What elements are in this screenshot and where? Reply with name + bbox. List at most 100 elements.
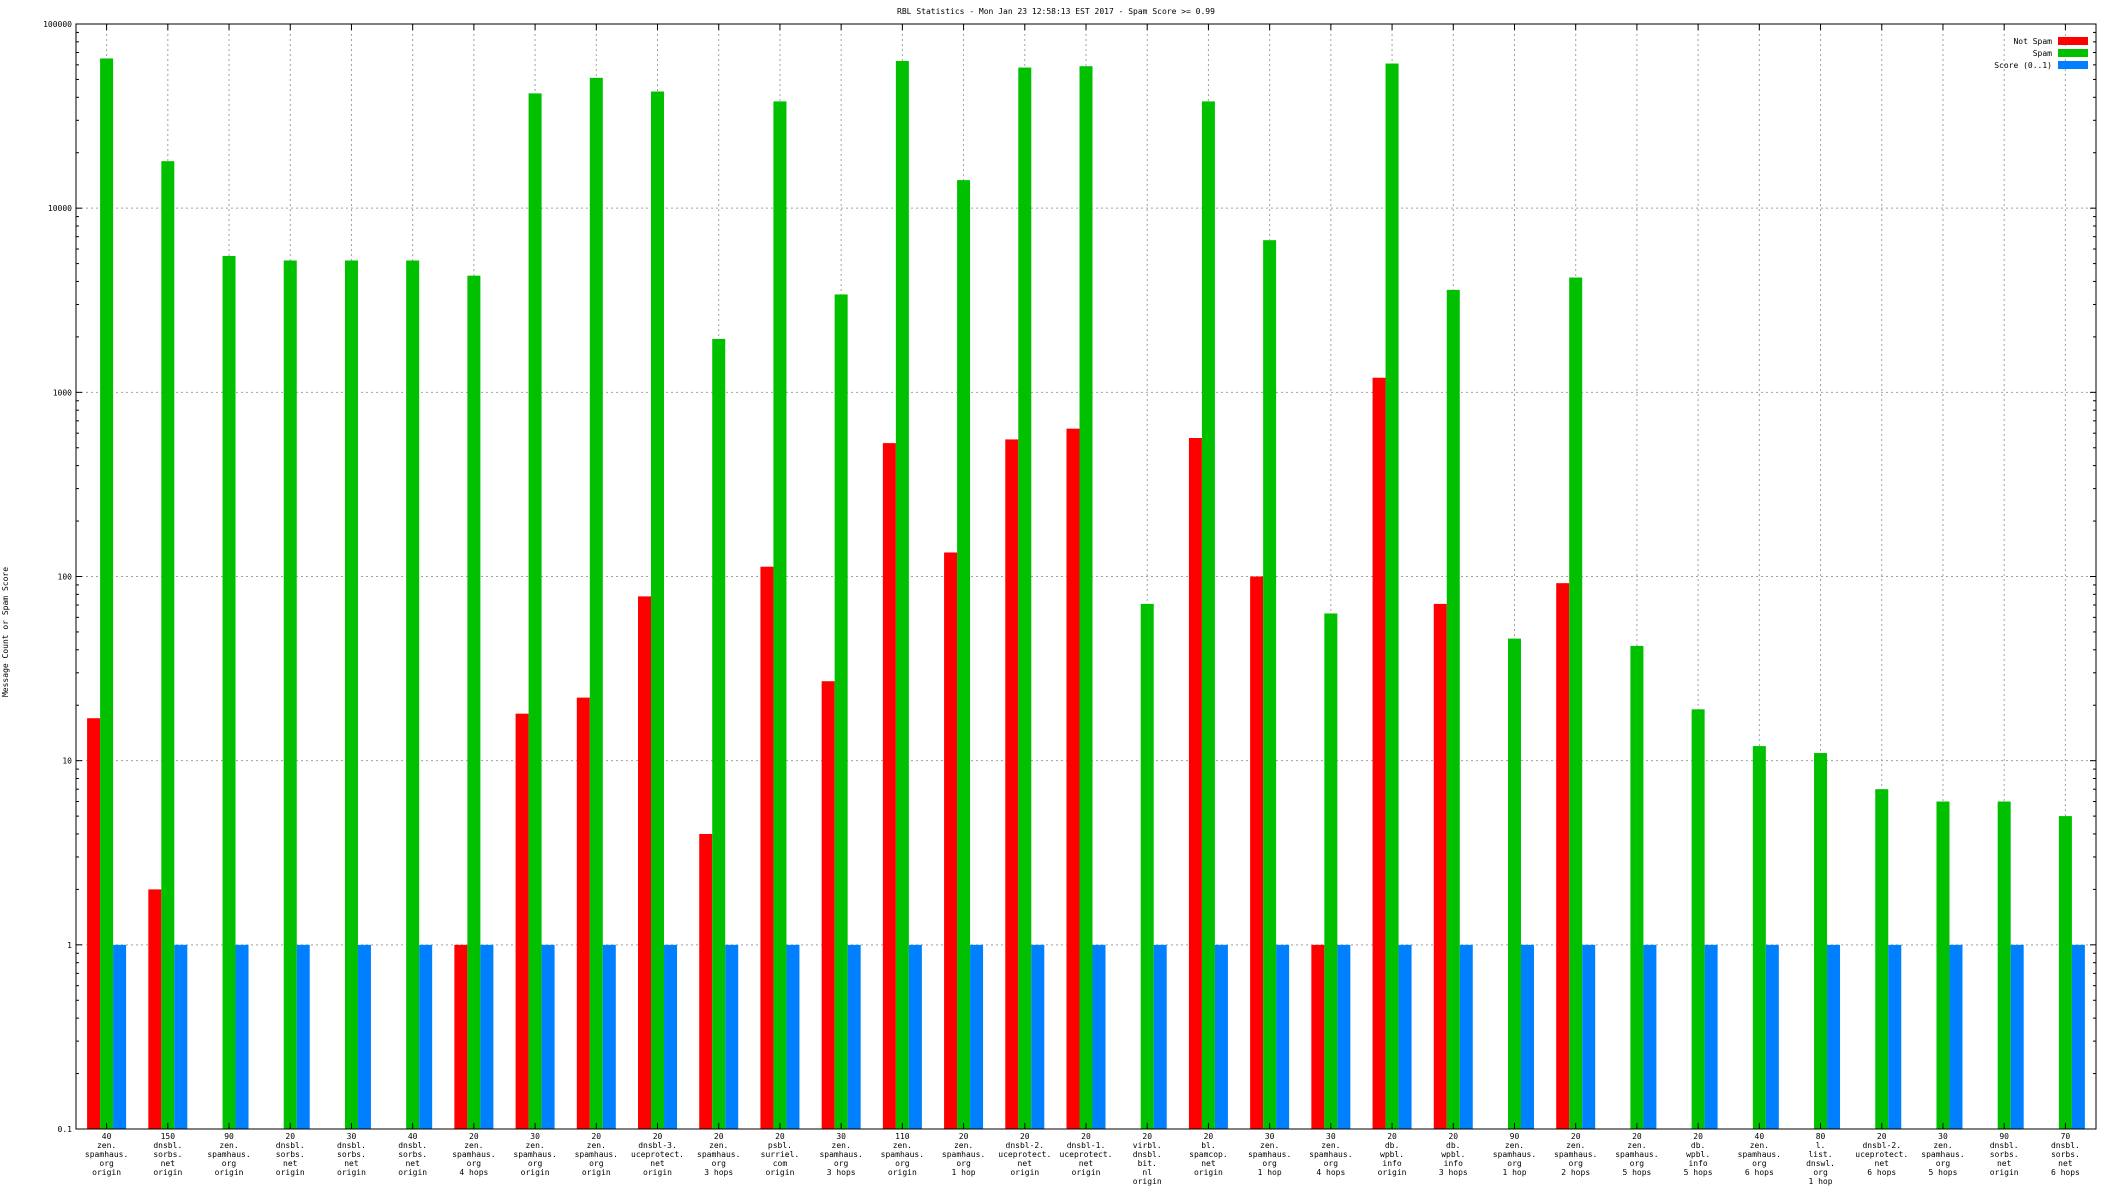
x-category-label: 20 db. wpbl. info 5 hops xyxy=(1684,1132,1713,1177)
x-category-label-line: org xyxy=(467,1159,482,1168)
bar-not-spam xyxy=(515,713,529,1129)
bar-spam xyxy=(528,93,542,1130)
x-category-label-line: 20 xyxy=(1020,1132,1030,1141)
legend-label: Spam xyxy=(2033,49,2052,58)
x-category-label-line: bl. xyxy=(1201,1141,1215,1150)
x-category-label-line: zen. xyxy=(1566,1141,1585,1150)
bar-not-spam xyxy=(1066,428,1080,1129)
x-category-label-line: 20 xyxy=(959,1132,969,1141)
x-category-label: 80 l. list. dnswl. org 1 hop xyxy=(1806,1132,1835,1186)
bar-score-0-1 xyxy=(908,944,922,1129)
bar-not-spam xyxy=(638,596,652,1129)
bar-spam xyxy=(1997,801,2011,1129)
x-category-label-line: org xyxy=(99,1159,114,1168)
x-category-label-line: org xyxy=(1324,1159,1339,1168)
bar-spam xyxy=(834,294,848,1129)
x-category-label: 40 dnsbl. sorbs. net origin xyxy=(398,1132,427,1177)
y-tick-label: 10000 xyxy=(48,204,72,213)
x-category-label-line: spamhaus. xyxy=(1738,1150,1781,1159)
x-category-label-line: org xyxy=(895,1159,910,1168)
bar-score-0-1 xyxy=(419,944,433,1129)
bar-score-0-1 xyxy=(1031,944,1045,1129)
x-category-label-line: dnsbl. xyxy=(276,1141,305,1150)
bar-spam xyxy=(1201,101,1215,1129)
x-category-label-line: org xyxy=(589,1159,604,1168)
x-category-label-line: 30 xyxy=(347,1132,357,1141)
x-category-label-line: net xyxy=(1875,1159,1890,1168)
x-category-label-line: zen. xyxy=(1750,1141,1769,1150)
x-category-label: 20 psbl. surriel. com origin xyxy=(761,1132,800,1177)
x-category-label-line: nl xyxy=(1142,1168,1152,1177)
x-category-label-line: 3 hops xyxy=(1439,1168,1468,1177)
bar-score-0-1 xyxy=(1643,944,1657,1129)
bar-not-spam xyxy=(1433,603,1447,1129)
x-category-label-line: l. xyxy=(1816,1141,1826,1150)
x-category-label-line: 1 hop xyxy=(952,1168,976,1177)
bar-score-0-1 xyxy=(786,944,800,1129)
bar-spam xyxy=(589,77,603,1129)
x-category-label-line: net xyxy=(1018,1159,1033,1168)
x-category-label-line: net xyxy=(650,1159,665,1168)
x-category-label-line: 90 xyxy=(1999,1132,2009,1141)
x-category-label-line: spamhaus. xyxy=(1493,1150,1536,1159)
y-tick-label: 1000 xyxy=(53,388,72,397)
x-category-label-line: 70 xyxy=(2061,1132,2071,1141)
x-category-label-line: spamhaus. xyxy=(819,1150,862,1159)
x-category-label: 20 zen. spamhaus. org 4 hops xyxy=(452,1132,495,1177)
x-category-label: 20 zen. spamhaus. org 5 hops xyxy=(1615,1132,1658,1177)
bar-spam xyxy=(1569,277,1583,1129)
x-category-label-line: net xyxy=(1201,1159,1216,1168)
x-category-label-line: org xyxy=(1752,1159,1767,1168)
x-category-label: 150 dnsbl. sorbs. net origin xyxy=(153,1132,182,1177)
bar-score-0-1 xyxy=(1827,944,1841,1129)
x-category-label-line: 20 xyxy=(775,1132,785,1141)
x-category-label-line: org xyxy=(222,1159,237,1168)
x-category-label-line: zen. xyxy=(893,1141,912,1150)
bar-spam xyxy=(1814,753,1828,1129)
bar-spam xyxy=(1507,638,1521,1129)
x-category-label: 20 zen. spamhaus. org origin xyxy=(575,1132,618,1177)
x-category-label-line: zen. xyxy=(709,1141,728,1150)
bar-score-0-1 xyxy=(296,944,310,1129)
x-category-label: 30 zen. spamhaus. org 4 hops xyxy=(1309,1132,1352,1177)
x-category-label-line: uceprotect. xyxy=(1855,1150,1908,1159)
x-category-label-line: 30 xyxy=(836,1132,846,1141)
bar-not-spam xyxy=(454,944,468,1129)
x-category-label-line: org xyxy=(834,1159,849,1168)
x-category-label: 30 zen. spamhaus. org origin xyxy=(513,1132,556,1177)
bar-score-0-1 xyxy=(480,944,494,1129)
bar-spam xyxy=(100,58,114,1130)
bar-score-0-1 xyxy=(970,944,984,1129)
bar-spam xyxy=(406,260,420,1130)
x-category-label-line: origin xyxy=(276,1168,305,1177)
legend: Not Spam Spam Score (0..1) xyxy=(1994,37,2088,70)
x-category-label-line: dnsbl-1. xyxy=(1067,1141,1106,1150)
x-category-label-line: spamhaus. xyxy=(85,1150,128,1159)
x-category-label-line: uceprotect. xyxy=(631,1150,684,1159)
bar-spam xyxy=(957,180,971,1129)
y-tick-label: 100 xyxy=(58,573,73,582)
x-category-label-line: zen. xyxy=(525,1141,544,1150)
bar-score-0-1 xyxy=(174,944,188,1129)
x-category-label-line: org xyxy=(528,1159,543,1168)
bar-not-spam xyxy=(1372,377,1386,1129)
bar-spam xyxy=(1875,789,1889,1129)
x-category-label-line: db. xyxy=(1446,1141,1460,1150)
x-category-label-line: spamhaus. xyxy=(513,1150,556,1159)
bar-spam xyxy=(1936,801,1950,1129)
bar-score-0-1 xyxy=(1214,944,1228,1129)
x-category-label-line: uceprotect. xyxy=(1060,1150,1113,1159)
x-category-label-line: 6 hops xyxy=(1867,1168,1896,1177)
x-category-label-line: 20 xyxy=(1142,1132,1152,1141)
x-category-label-line: org xyxy=(1568,1159,1583,1168)
x-category-label: 70 dnsbl. sorbs. net 6 hops xyxy=(2051,1132,2080,1177)
x-category-label-line: org xyxy=(1630,1159,1645,1168)
x-category-label-line: origin xyxy=(337,1168,366,1177)
x-category-label-line: dnsbl-2. xyxy=(1006,1141,1045,1150)
bar-score-0-1 xyxy=(602,944,616,1129)
bar-score-0-1 xyxy=(1398,944,1412,1129)
x-category-label: 110 zen. spamhaus. org origin xyxy=(881,1132,924,1177)
bar-not-spam xyxy=(1311,944,1325,1129)
bar-spam xyxy=(1079,66,1093,1130)
